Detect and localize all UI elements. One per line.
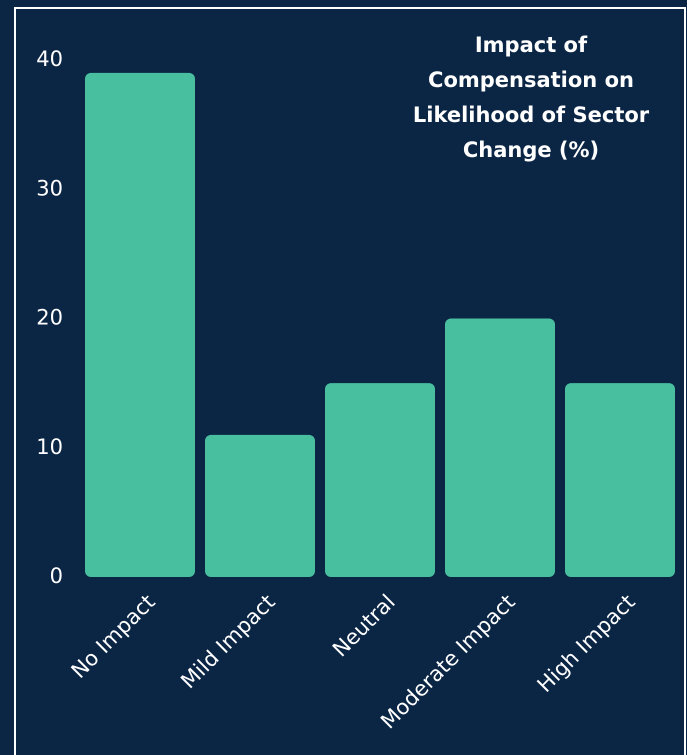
- x-tick-label: Moderate Impact: [376, 590, 520, 734]
- bar: [565, 383, 675, 577]
- bar: [205, 434, 315, 577]
- y-tick-label: 20: [36, 306, 63, 330]
- bar: [85, 72, 195, 578]
- y-tick-label: 30: [36, 176, 63, 200]
- chart-title: Impact of Compensation on Likelihood of …: [412, 33, 650, 162]
- x-tick-label: High Impact: [533, 590, 640, 697]
- y-tick-label: 0: [50, 564, 63, 588]
- y-tick-label: 40: [36, 47, 63, 71]
- x-tick-label: No Impact: [67, 590, 160, 683]
- x-tick-label: Neutral: [328, 590, 400, 662]
- x-tick-label: Mild Impact: [176, 590, 280, 694]
- y-tick-label: 10: [36, 435, 63, 459]
- bar: [325, 383, 435, 577]
- frame: [14, 7, 686, 755]
- bar: [445, 318, 555, 577]
